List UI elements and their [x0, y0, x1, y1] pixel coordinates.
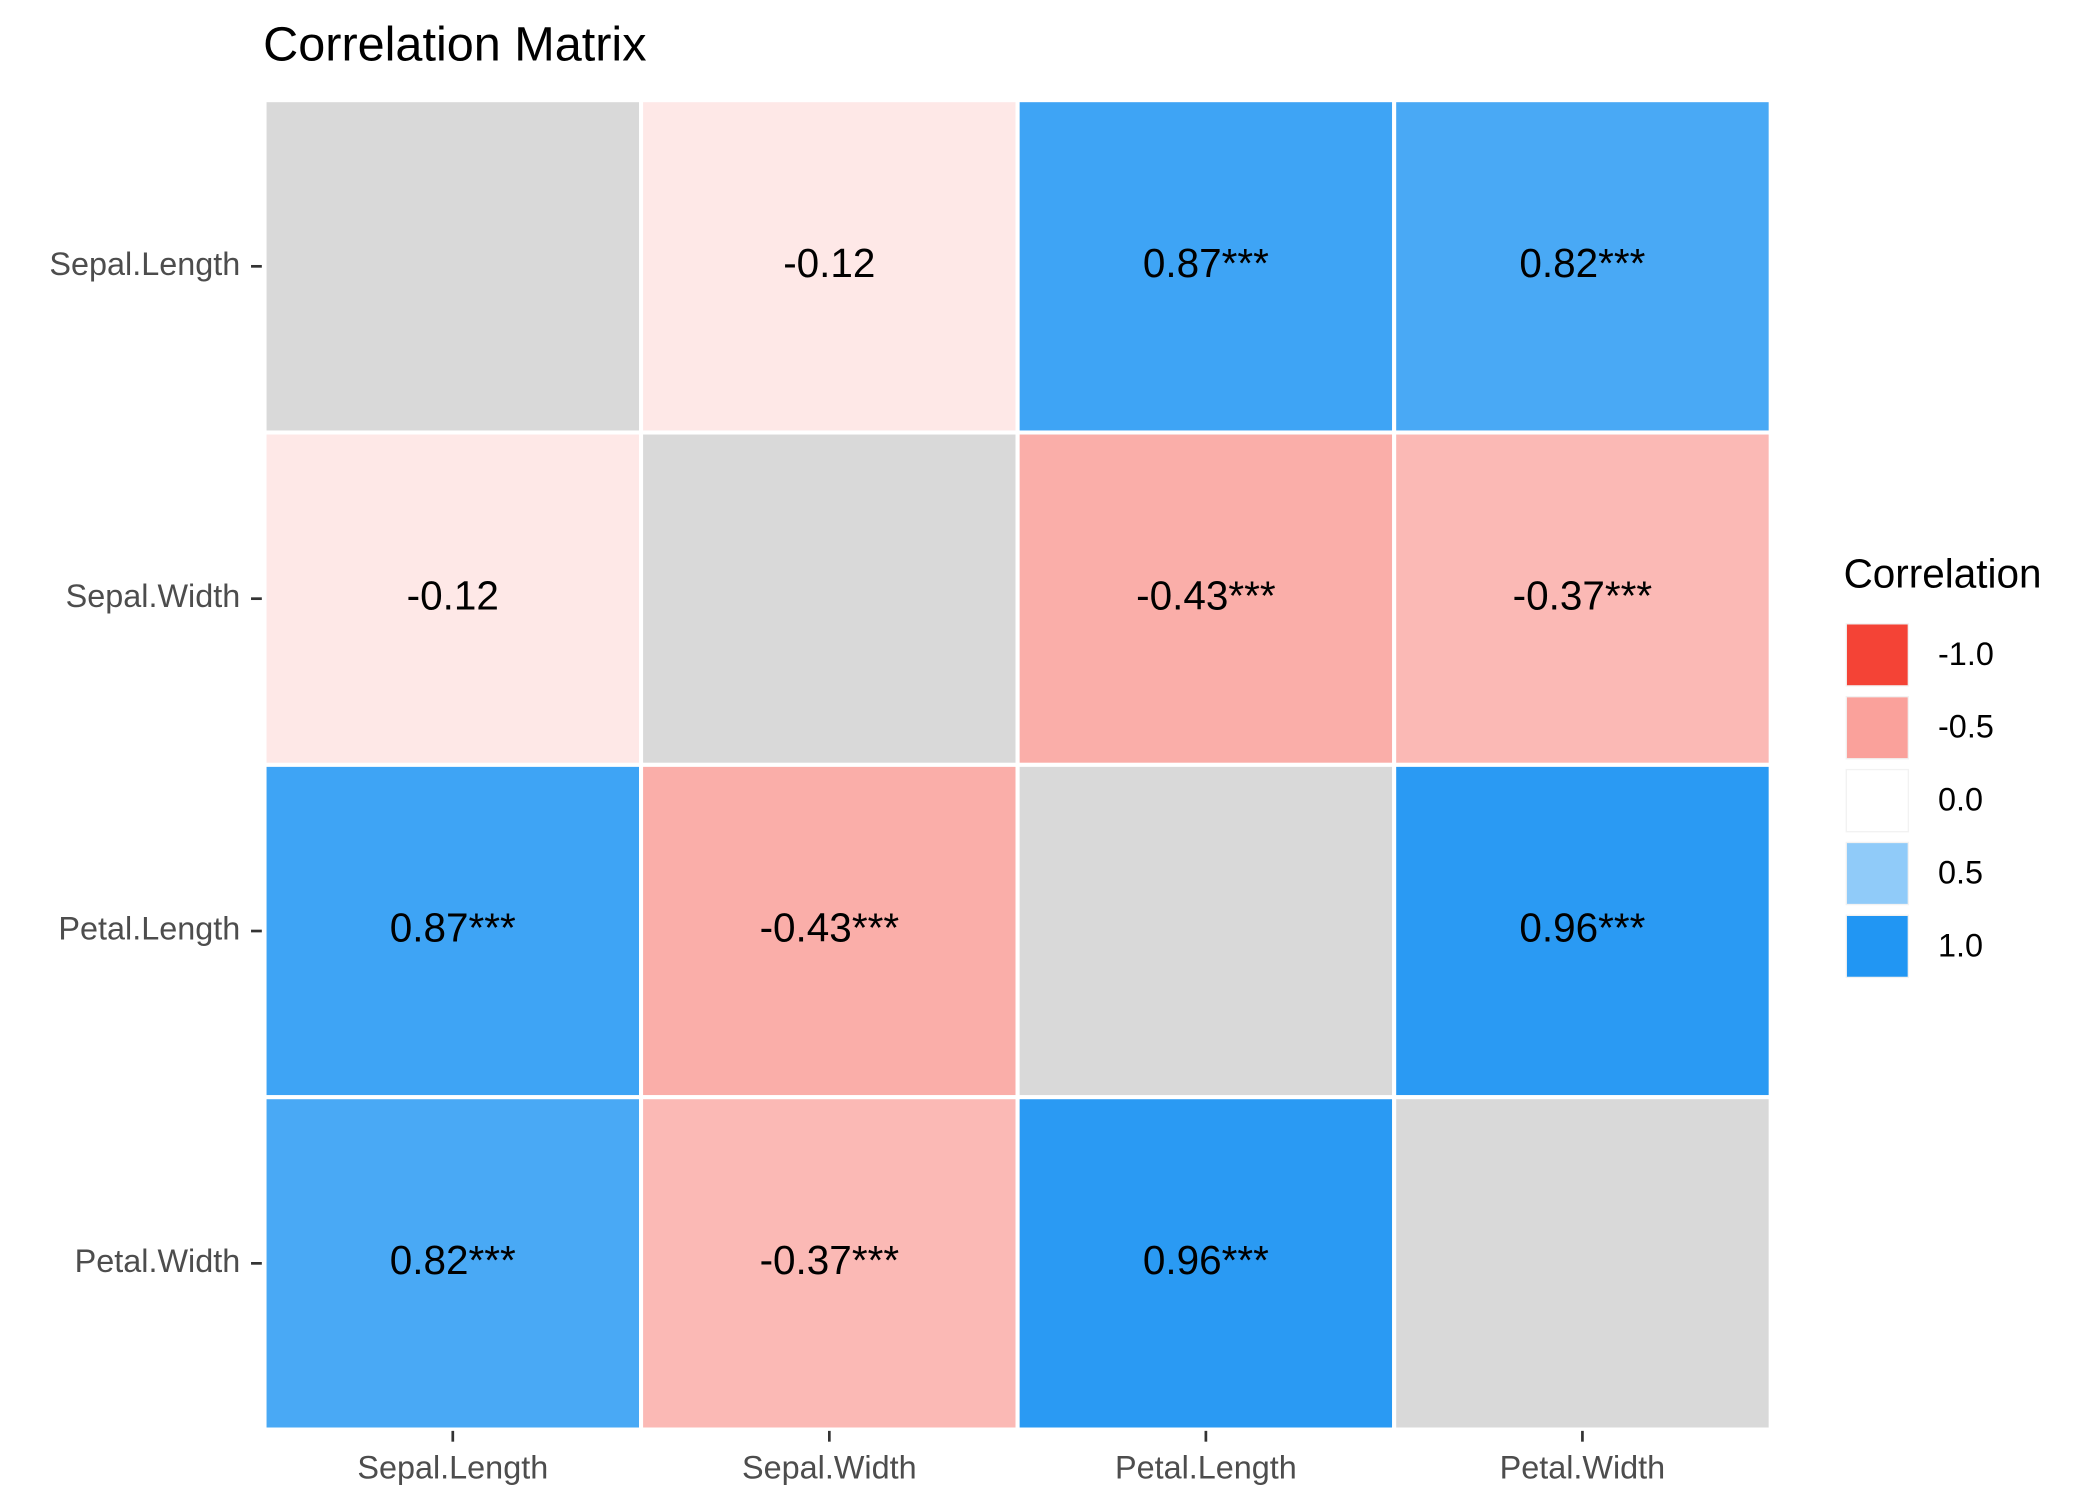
x-tick-label: Petal.Width — [1500, 1450, 1666, 1486]
heatmap-cell — [639, 98, 1020, 435]
legend-swatch — [1845, 696, 1910, 760]
cell-label: -0.12 — [407, 572, 499, 618]
legend-label: -0.5 — [1938, 709, 1994, 745]
cell-label: -0.43*** — [760, 905, 900, 951]
legend-label: 0.0 — [1938, 782, 1983, 818]
heatmap-cell — [1392, 1095, 1773, 1432]
y-tick-label: Petal.Width — [75, 1243, 241, 1279]
heatmap-cell — [262, 1095, 644, 1432]
cell-label: -0.12 — [783, 240, 875, 286]
legend-label: 1.0 — [1938, 927, 1983, 963]
heatmap-cell — [1392, 430, 1773, 767]
heatmap-cell — [639, 762, 1020, 1100]
legend-label: -1.0 — [1938, 636, 1994, 672]
x-tick-label: Petal.Length — [1115, 1450, 1297, 1486]
heatmap-cell — [262, 430, 644, 767]
cell-label: 0.96*** — [1519, 905, 1645, 951]
heatmap-cell — [639, 430, 1020, 767]
heatmap-cell — [1015, 762, 1397, 1100]
y-tick-label: Petal.Length — [58, 911, 240, 947]
heatmap-cell — [1392, 98, 1773, 435]
legend-title: Correlation — [1844, 550, 2042, 596]
cell-label: 0.82*** — [390, 1237, 516, 1283]
legend-swatch — [1845, 623, 1910, 687]
cell-label: -0.37*** — [1513, 572, 1653, 618]
cell-label: 0.87*** — [390, 905, 516, 951]
cell-label: 0.82*** — [1519, 240, 1645, 286]
heatmap-cell — [1015, 1095, 1397, 1432]
cell-label: -0.43*** — [1136, 572, 1276, 618]
y-tick-label: Sepal.Length — [49, 246, 240, 282]
heatmap-cell — [1015, 430, 1397, 767]
heatmap-cell — [262, 98, 644, 435]
legend-swatch — [1845, 914, 1910, 979]
x-tick-label: Sepal.Length — [357, 1450, 548, 1486]
x-tick-label: Sepal.Width — [742, 1450, 917, 1486]
legend-swatch — [1845, 768, 1910, 833]
cell-label: 0.87*** — [1143, 240, 1269, 286]
chart-title: Correlation Matrix — [263, 17, 646, 71]
legend-label: 0.5 — [1938, 854, 1983, 890]
heatmap-cell — [1015, 98, 1397, 435]
cell-label: 0.96*** — [1143, 1237, 1269, 1283]
legend-swatch — [1845, 841, 1910, 906]
y-tick-label: Sepal.Width — [66, 578, 241, 614]
cell-label: -0.37*** — [760, 1237, 900, 1283]
